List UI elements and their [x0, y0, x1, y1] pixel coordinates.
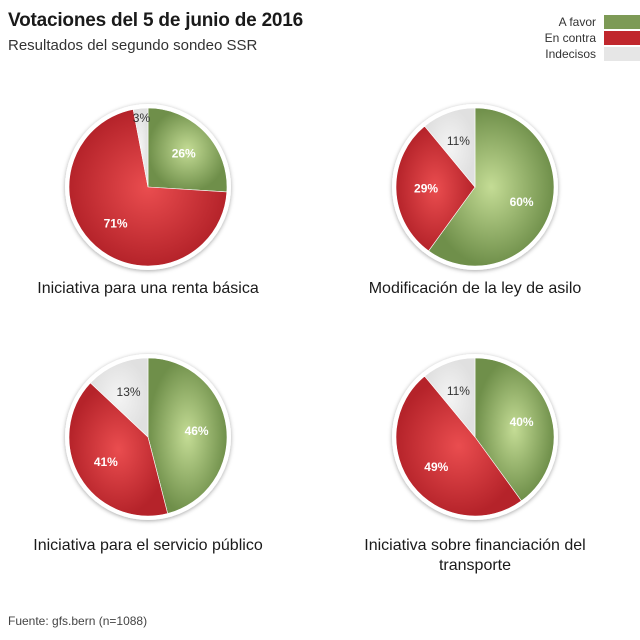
- pie-slice-indecisos: [424, 357, 476, 438]
- pie-slice-en-contra: [395, 375, 522, 517]
- pie-value-label: 26%: [172, 146, 196, 160]
- pie-title: Iniciativa para una renta básica: [37, 280, 259, 297]
- legend-label: Indecisos: [545, 47, 596, 61]
- pie-value-label: 40%: [510, 415, 534, 429]
- legend-swatch: [604, 15, 640, 29]
- legend-item-a-favor: A favor: [440, 14, 640, 30]
- legend-label: En contra: [544, 31, 596, 45]
- pie-value-label: 11%: [447, 384, 470, 398]
- pie-slice-a-favor: [147, 107, 228, 193]
- chart-title: Votaciones del 5 de junio de 2016: [8, 10, 304, 31]
- pie-slice-a-favor: [147, 357, 228, 514]
- legend-item-indecisos: Indecisos: [440, 46, 640, 62]
- legend: A favor En contra Indecisos: [440, 14, 640, 62]
- pie-title: Modificación de la ley de asilo: [368, 280, 582, 297]
- legend-item-en-contra: En contra: [440, 30, 640, 46]
- pie-value-label: 49%: [424, 460, 448, 474]
- pie-slice-a-favor: [428, 107, 555, 267]
- pie-slice-en-contra: [395, 125, 476, 252]
- pie-value-label: 3%: [133, 111, 151, 125]
- legend-swatch: [604, 31, 640, 45]
- pie-value-label: 41%: [94, 455, 118, 469]
- pie-slice-indecisos: [424, 107, 476, 188]
- pie-slice-indecisos: [89, 357, 149, 438]
- pie-chart-4: 40% 49% 11%: [392, 354, 558, 520]
- legend-label: A favor: [558, 15, 596, 29]
- pie-title: Iniciativa sobre financiación del transp…: [364, 537, 586, 574]
- pie-chart-2: 60% 29% 11%: [392, 104, 558, 270]
- pie-slice-indecisos: [132, 107, 149, 188]
- pie-slice-en-contra: [68, 109, 228, 267]
- pie-title: Iniciativa para el servicio público: [33, 537, 263, 554]
- pie-value-label: 60%: [510, 195, 534, 209]
- pie-value-label: 29%: [414, 182, 438, 196]
- legend-swatch: [604, 47, 640, 61]
- pie-value-label: 13%: [117, 385, 141, 399]
- pie-value-label: 46%: [185, 424, 209, 438]
- pie-slice-en-contra: [68, 382, 169, 517]
- pie-chart-1: 26% 71% 3%: [65, 104, 231, 270]
- source-note: Fuente: gfs.bern (n=1088): [8, 614, 148, 628]
- pie-chart-3: 46% 41% 13%: [65, 354, 231, 520]
- pie-value-label: 11%: [447, 134, 470, 148]
- chart-subtitle: Resultados del segundo sondeo SSR: [8, 37, 258, 54]
- pie-slice-a-favor: [474, 357, 555, 502]
- pie-value-label: 71%: [104, 217, 128, 231]
